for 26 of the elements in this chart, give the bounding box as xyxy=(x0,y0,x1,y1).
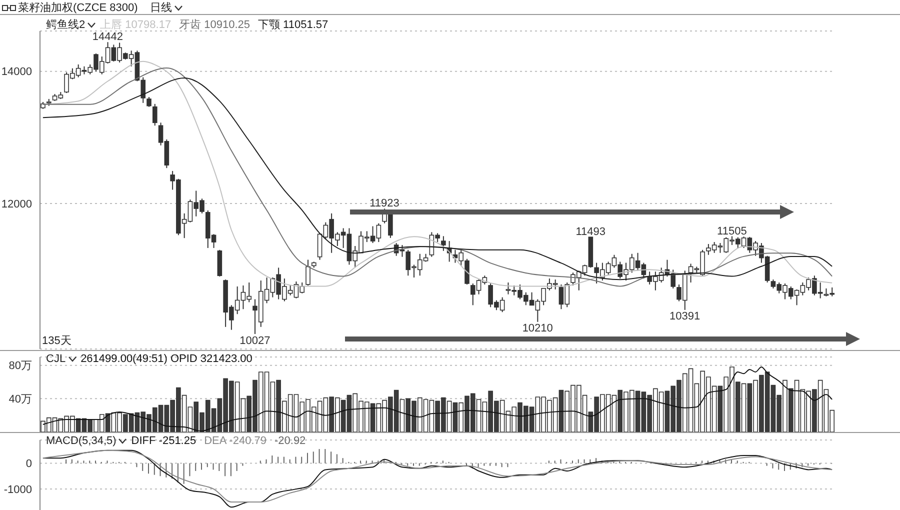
series-label: DIFF -251.25 xyxy=(131,435,196,447)
y-tick-label: 12000 xyxy=(1,198,32,210)
annotation: 10391 xyxy=(670,310,700,323)
y-tick-label: 0 xyxy=(26,458,32,470)
annotation: 14442 xyxy=(92,31,124,44)
text: 牙齿 10910.25 xyxy=(179,18,250,32)
chart-subtitle: 日线 xyxy=(150,1,172,15)
annotation: 11493 xyxy=(576,226,606,238)
chart-subtitle: 261499.00(49:51) OPID 321423.00 xyxy=(80,353,252,365)
y-tick-label: -1000 xyxy=(4,484,32,496)
chart-title: CJL xyxy=(46,353,66,365)
legend-title: 鳄鱼线2 xyxy=(46,18,86,32)
annotation: 135天 xyxy=(42,334,72,348)
text: DEA -240.79 xyxy=(204,435,266,447)
y-tick-label: 80万 xyxy=(8,360,32,372)
annotation: 11923 xyxy=(370,198,400,210)
chart-title: MACD(5,34,5) xyxy=(46,435,116,447)
y-tick-label: 40万 xyxy=(8,394,32,406)
series-label: -20.92 xyxy=(274,435,306,447)
chart-title: 菜籽油加权(CZCE 8300) xyxy=(18,1,138,15)
y-tick-label: 14000 xyxy=(1,66,32,78)
text: 上唇 10798.17 xyxy=(100,18,172,32)
annotation: 10027 xyxy=(240,334,270,347)
text: 下颚 11051.57 xyxy=(258,18,328,32)
annotation: 11505 xyxy=(717,225,747,238)
annotation: 10210 xyxy=(522,322,553,335)
